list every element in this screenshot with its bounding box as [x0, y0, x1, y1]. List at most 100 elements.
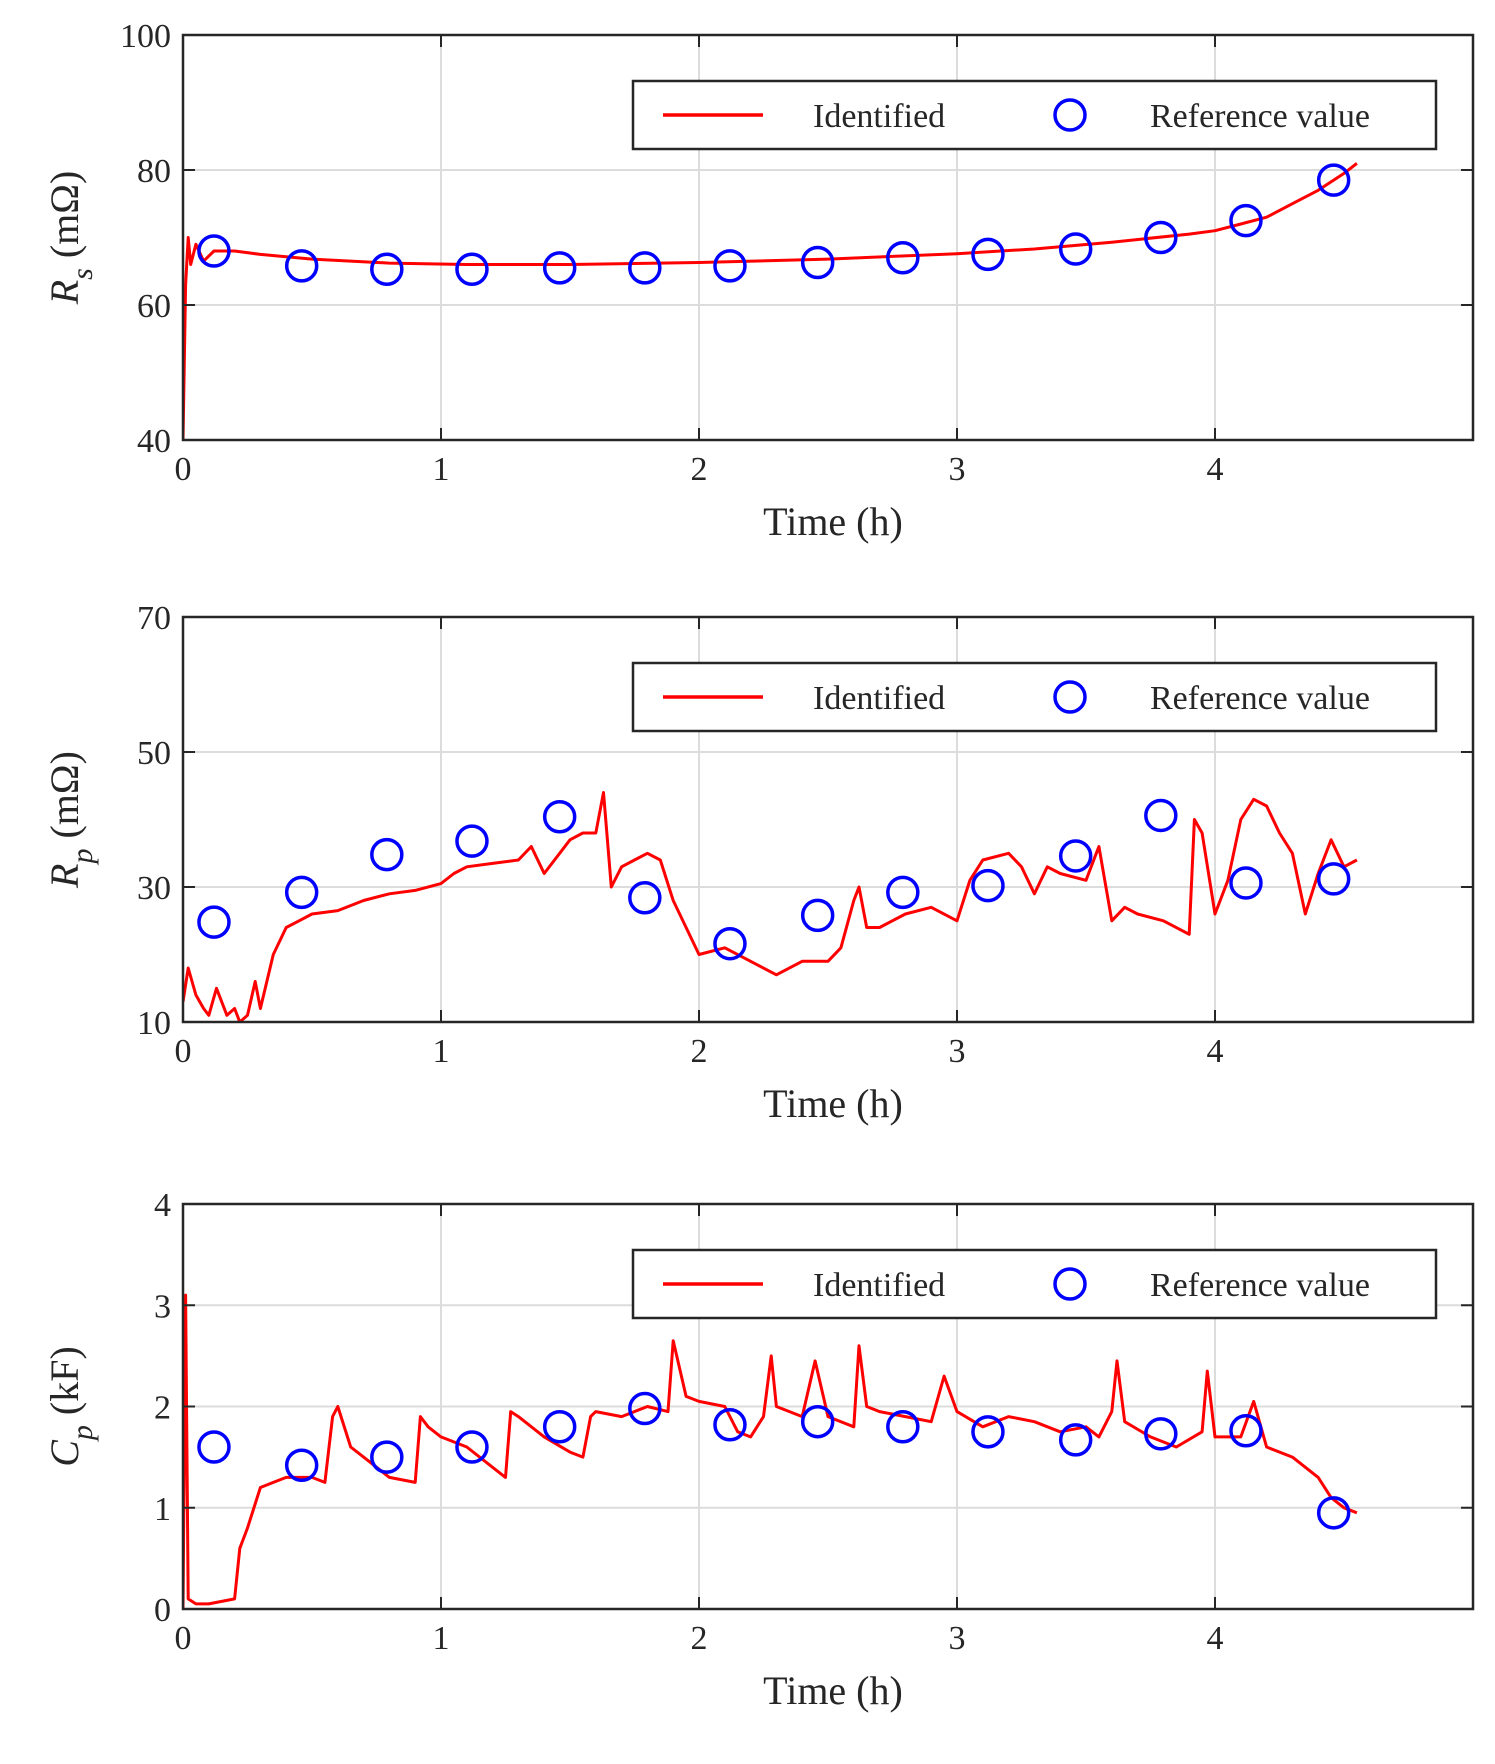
legend-marker-reference — [1053, 98, 1087, 132]
chart-panel-2: 0 1 2 3 4 10 30 50 70 Time (h) Rp (mΩ) Identified Re… — [42, 600, 1475, 1126]
reference-point — [800, 245, 835, 280]
y-tick-label: 100 — [120, 18, 171, 55]
legend-label-reference: Reference value — [1150, 98, 1370, 135]
reference-point — [628, 1391, 662, 1426]
reference-point — [370, 252, 404, 286]
reference-point — [284, 249, 319, 283]
reference-point — [1058, 1423, 1093, 1457]
x-tick-label: 3 — [949, 1620, 966, 1657]
legend-label-identified: Identified — [813, 1267, 945, 1304]
legend-box — [631, 661, 1438, 733]
legend-marker-reference — [1053, 680, 1087, 714]
x-tick-label: 1 — [433, 1033, 450, 1070]
reference-point — [542, 1410, 577, 1444]
axes-box — [181, 33, 1475, 442]
legend-marker-reference — [1053, 1267, 1087, 1301]
legend-label-identified: Identified — [813, 98, 945, 135]
legend-box — [631, 79, 1438, 151]
reference-point — [455, 824, 489, 858]
x-tick-label: 1 — [433, 1620, 450, 1657]
reference-point — [1058, 839, 1093, 873]
legend: Identified Reference value — [631, 79, 1438, 151]
axes-box — [181, 615, 1475, 1024]
reference-point — [370, 837, 404, 872]
legend: Identified Reference value — [631, 661, 1438, 733]
reference-point — [197, 905, 231, 939]
y-tick-label: 10 — [137, 1005, 171, 1042]
chart-panel-3: 0 1 2 3 4 0 1 2 3 4 Time (h) Cp (kF) Identified Refer… — [42, 1187, 1475, 1713]
reference-point — [370, 1440, 404, 1474]
reference-point — [800, 1404, 835, 1439]
y-axis-label: Rp (mΩ) — [42, 751, 99, 889]
reference-point — [197, 234, 231, 268]
x-tick-label: 4 — [1207, 1033, 1224, 1070]
legend-label-identified: Identified — [813, 680, 945, 717]
series-line-identified — [183, 791, 1358, 1022]
x-tick-label: 4 — [1207, 451, 1224, 488]
x-tick-label: 0 — [175, 1620, 192, 1657]
legend: Identified Reference value — [631, 1248, 1438, 1320]
y-tick-label: 4 — [154, 1187, 171, 1224]
reference-point — [713, 926, 747, 961]
y-axis-label: Rs (mΩ) — [42, 171, 99, 306]
reference-point — [886, 1410, 920, 1444]
reference-point — [1316, 163, 1351, 197]
reference-point — [197, 1430, 231, 1464]
reference-point — [1229, 1414, 1263, 1448]
series-line-identified — [183, 162, 1358, 440]
reference-point — [1144, 220, 1178, 255]
x-tick-label: 0 — [175, 1033, 192, 1070]
reference-point — [971, 237, 1005, 272]
x-axis-label: Time (h) — [763, 499, 903, 544]
y-tick-label: 1 — [154, 1491, 171, 1528]
y-tick-label: 50 — [137, 735, 171, 772]
reference-point — [886, 875, 920, 910]
x-axis-label: Time (h) — [763, 1081, 903, 1126]
y-tick-label: 2 — [154, 1390, 171, 1427]
reference-point — [1316, 862, 1351, 896]
reference-point — [1144, 1417, 1178, 1451]
y-tick-label: 40 — [137, 423, 171, 460]
reference-point — [542, 251, 577, 285]
x-tick-label: 1 — [433, 451, 450, 488]
x-tick-label: 2 — [691, 1620, 708, 1657]
x-tick-label: 3 — [949, 1033, 966, 1070]
y-tick-label: 80 — [137, 153, 171, 190]
x-tick-label: 2 — [691, 1033, 708, 1070]
x-tick-label: 2 — [691, 451, 708, 488]
reference-point — [1229, 866, 1263, 900]
y-tick-label: 3 — [154, 1288, 171, 1325]
y-tick-label: 30 — [137, 870, 171, 907]
reference-point — [628, 251, 662, 285]
chart-panel-1: 0 1 2 3 4 40 60 80 100 Time (h) Rs (mΩ) Identified R… — [42, 18, 1475, 544]
y-tick-label: 60 — [137, 288, 171, 325]
reference-point — [1144, 798, 1178, 833]
reference-point — [800, 898, 835, 933]
reference-point — [542, 800, 577, 834]
reference-point — [284, 1448, 319, 1482]
y-axis-label: Cp (kF) — [42, 1346, 99, 1467]
reference-point — [713, 1407, 747, 1442]
reference-point — [455, 1430, 489, 1464]
reference-point — [1316, 1496, 1351, 1530]
series-line-identified — [183, 1293, 1358, 1609]
legend-label-reference: Reference value — [1150, 1267, 1370, 1304]
reference-point — [971, 1415, 1005, 1449]
reference-point — [628, 881, 662, 915]
x-tick-label: 0 — [175, 451, 192, 488]
legend-label-reference: Reference value — [1150, 680, 1370, 717]
x-axis-label: Time (h) — [763, 1668, 903, 1713]
x-tick-label: 4 — [1207, 1620, 1224, 1657]
legend-box — [631, 1248, 1438, 1320]
y-tick-label: 0 — [154, 1592, 171, 1629]
reference-point — [971, 868, 1005, 903]
reference-point — [284, 875, 319, 910]
reference-point — [455, 252, 489, 286]
reference-point — [886, 241, 920, 275]
reference-point — [713, 249, 747, 283]
y-tick-label: 70 — [137, 600, 171, 637]
x-tick-label: 3 — [949, 451, 966, 488]
reference-point — [1229, 203, 1263, 238]
reference-point — [1058, 232, 1093, 266]
